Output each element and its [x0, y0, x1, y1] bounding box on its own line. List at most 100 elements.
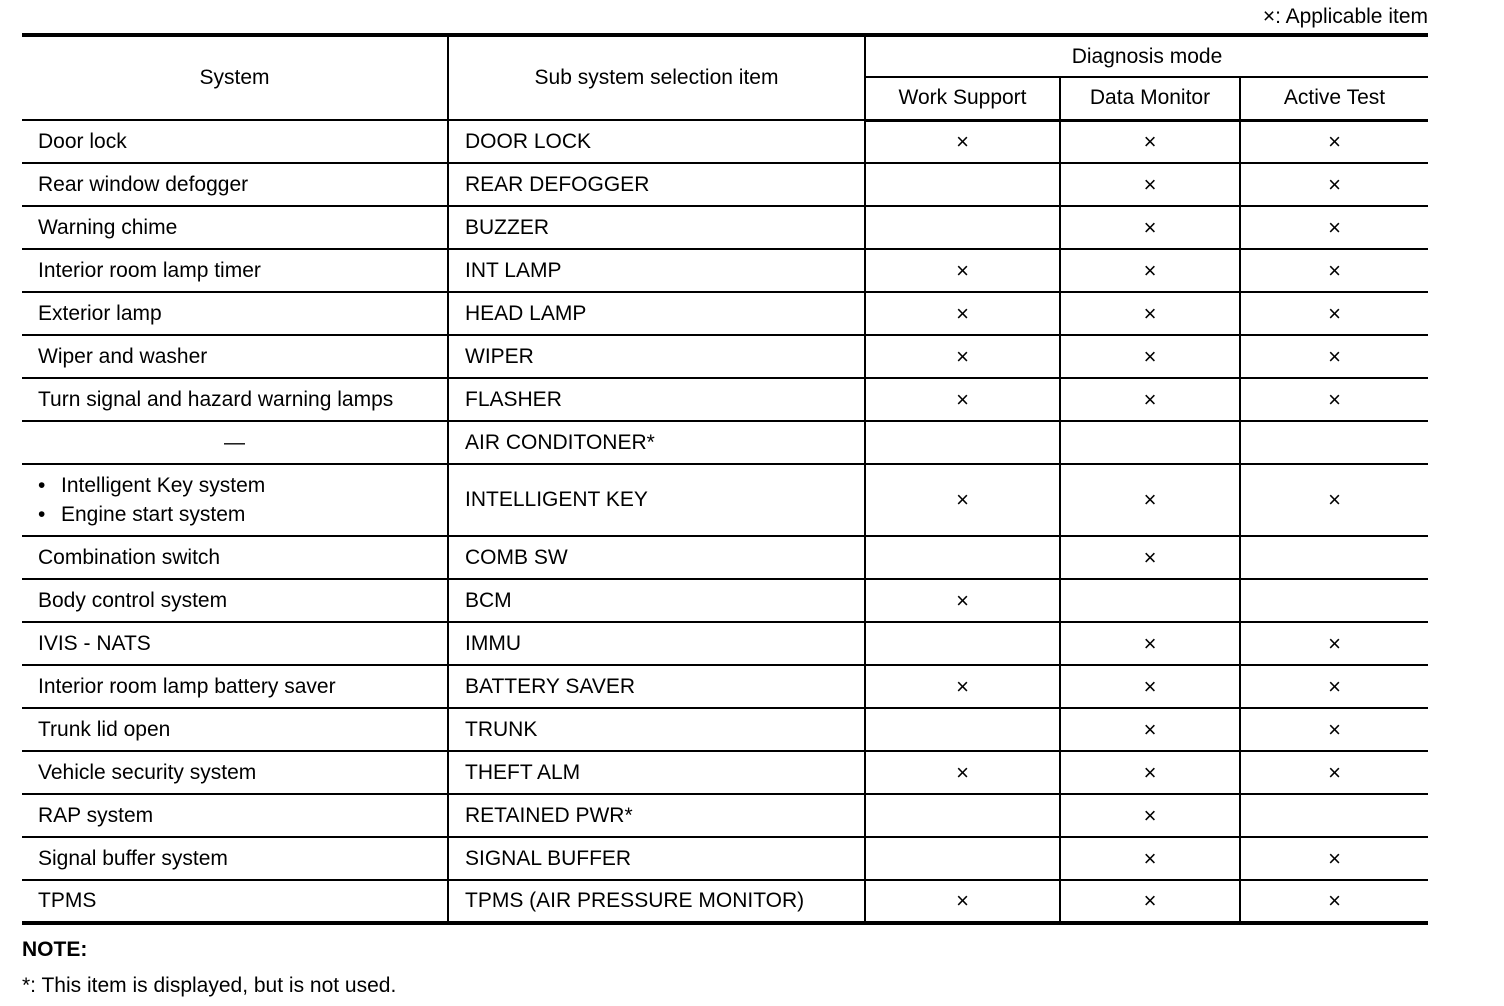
- cell-data-monitor: ×: [1059, 377, 1241, 422]
- cell-data-monitor: ×: [1059, 205, 1241, 250]
- cell-system: Turn signal and hazard warning lamps: [22, 377, 449, 422]
- cell-active-test: ×: [1239, 377, 1428, 422]
- cell-active-test: [1239, 535, 1428, 580]
- cell-work-support: [864, 420, 1061, 465]
- diagnosis-mode-table: System Sub system selection item Diagnos…: [22, 33, 1428, 925]
- cell-work-support: [864, 707, 1061, 752]
- cell-sub-system: INT LAMP: [447, 248, 866, 293]
- cell-data-monitor: ×: [1059, 334, 1241, 379]
- cell-sub-system: BCM: [447, 578, 866, 623]
- cell-work-support: [864, 162, 1061, 207]
- table-row: Exterior lamp HEAD LAMP × × ×: [22, 291, 1428, 336]
- cell-sub-system: AIR CONDITONER*: [447, 420, 866, 465]
- cell-system: Combination switch: [22, 535, 449, 580]
- cell-work-support: ×: [864, 879, 1061, 924]
- header-data-monitor: Data Monitor: [1059, 76, 1241, 122]
- cell-sub-system: BATTERY SAVER: [447, 664, 866, 709]
- cell-system: Body control system: [22, 578, 449, 623]
- table-row: Turn signal and hazard warning lamps FLAS…: [22, 377, 1428, 422]
- cell-active-test: ×: [1239, 707, 1428, 752]
- cell-sub-system: IMMU: [447, 621, 866, 666]
- header-active-test: Active Test: [1239, 76, 1428, 122]
- system-bullet-item: Engine start system: [38, 500, 447, 529]
- cell-data-monitor: ×: [1059, 291, 1241, 336]
- cell-data-monitor: ×: [1059, 463, 1241, 537]
- table-row: IVIS - NATS IMMU × ×: [22, 621, 1428, 666]
- cell-work-support: ×: [864, 291, 1061, 336]
- cell-active-test: ×: [1239, 664, 1428, 709]
- cell-work-support: ×: [864, 377, 1061, 422]
- cell-data-monitor: ×: [1059, 707, 1241, 752]
- system-bullet-item: Intelligent Key system: [38, 471, 447, 500]
- cell-system: IVIS - NATS: [22, 621, 449, 666]
- cell-sub-system: FLASHER: [447, 377, 866, 422]
- cell-work-support: ×: [864, 664, 1061, 709]
- cell-sub-system: RETAINED PWR*: [447, 793, 866, 838]
- cell-system: TPMS: [22, 879, 449, 924]
- cell-work-support: [864, 793, 1061, 838]
- legend-applicable-item: ×: Applicable item: [1262, 5, 1428, 28]
- table-row: Wiper and washer WIPER × × ×: [22, 334, 1428, 379]
- cell-system: Interior room lamp battery saver: [22, 664, 449, 709]
- cell-active-test: ×: [1239, 334, 1428, 379]
- cell-sub-system: SIGNAL BUFFER: [447, 836, 866, 881]
- cell-work-support: [864, 205, 1061, 250]
- cell-work-support: ×: [864, 578, 1061, 623]
- cell-sub-system: TPMS (AIR PRESSURE MONITOR): [447, 879, 866, 924]
- table-row: Interior room lamp timer INT LAMP × × ×: [22, 248, 1428, 293]
- cell-data-monitor: ×: [1059, 535, 1241, 580]
- cell-work-support: [864, 621, 1061, 666]
- cell-system: Door lock: [22, 119, 449, 164]
- table-row: Signal buffer system SIGNAL BUFFER × ×: [22, 836, 1428, 881]
- cell-data-monitor: ×: [1059, 621, 1241, 666]
- header-sub-system: Sub system selection item: [447, 34, 866, 121]
- cell-active-test: ×: [1239, 248, 1428, 293]
- note-title: NOTE:: [22, 938, 88, 961]
- cell-system: Trunk lid open: [22, 707, 449, 752]
- cell-system: Exterior lamp: [22, 291, 449, 336]
- header-system: System: [22, 34, 449, 121]
- cell-active-test: ×: [1239, 205, 1428, 250]
- cell-data-monitor: [1059, 420, 1241, 465]
- cell-active-test: ×: [1239, 162, 1428, 207]
- table-row: Door lock DOOR LOCK × × ×: [22, 119, 1428, 164]
- table-row: Trunk lid open TRUNK × ×: [22, 707, 1428, 752]
- cell-work-support: ×: [864, 750, 1061, 795]
- cell-sub-system: HEAD LAMP: [447, 291, 866, 336]
- cell-system: RAP system: [22, 793, 449, 838]
- cell-system: Warning chime: [22, 205, 449, 250]
- cell-sub-system: WIPER: [447, 334, 866, 379]
- table-row: Body control system BCM ×: [22, 578, 1428, 623]
- cell-system: Rear window defogger: [22, 162, 449, 207]
- table-row: RAP system RETAINED PWR* ×: [22, 793, 1428, 838]
- cell-system: Interior room lamp timer: [22, 248, 449, 293]
- cell-data-monitor: ×: [1059, 162, 1241, 207]
- cell-data-monitor: [1059, 578, 1241, 623]
- cell-sub-system: DOOR LOCK: [447, 119, 866, 164]
- cell-active-test: ×: [1239, 291, 1428, 336]
- cell-system: Wiper and washer: [22, 334, 449, 379]
- cell-work-support: [864, 535, 1061, 580]
- cell-sub-system: COMB SW: [447, 535, 866, 580]
- cell-data-monitor: ×: [1059, 793, 1241, 838]
- cell-data-monitor: ×: [1059, 664, 1241, 709]
- cell-work-support: [864, 836, 1061, 881]
- cell-sub-system: INTELLIGENT KEY: [447, 463, 866, 537]
- cell-system: —: [22, 420, 449, 465]
- table-row: Rear window defogger REAR DEFOGGER × ×: [22, 162, 1428, 207]
- cell-active-test: [1239, 793, 1428, 838]
- cell-data-monitor: ×: [1059, 119, 1241, 164]
- table-row: Warning chime BUZZER × ×: [22, 205, 1428, 250]
- table-row: Intelligent Key systemEngine start syste…: [22, 463, 1428, 537]
- cell-active-test: ×: [1239, 750, 1428, 795]
- cell-active-test: [1239, 420, 1428, 465]
- header-diagnosis-mode: Diagnosis mode: [864, 34, 1428, 78]
- table-row: — AIR CONDITONER*: [22, 420, 1428, 465]
- cell-active-test: ×: [1239, 879, 1428, 924]
- header-work-support: Work Support: [865, 76, 1061, 122]
- cell-work-support: ×: [864, 463, 1061, 537]
- cell-active-test: [1239, 578, 1428, 623]
- cell-system: Signal buffer system: [22, 836, 449, 881]
- table-row: Combination switch COMB SW ×: [22, 535, 1428, 580]
- cell-data-monitor: ×: [1059, 248, 1241, 293]
